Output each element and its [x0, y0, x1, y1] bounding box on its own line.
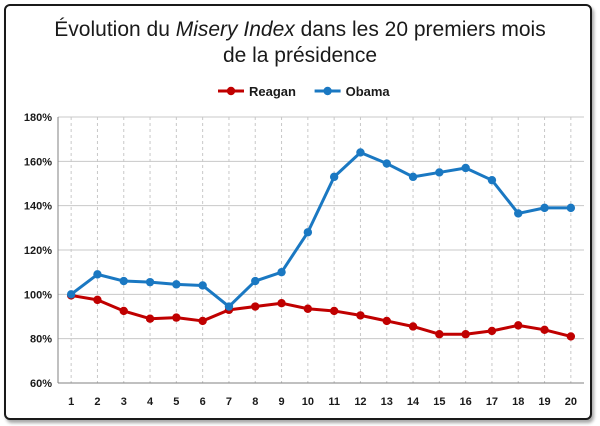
- data-point-obama: [93, 270, 102, 279]
- data-point-obama: [145, 277, 155, 287]
- series-reagan: [66, 291, 576, 341]
- legend-item-obama: Obama: [314, 84, 391, 99]
- chart-title-pre: Évolution du: [54, 18, 175, 41]
- data-point-obama: [540, 203, 549, 213]
- data-point-obama: [487, 175, 497, 185]
- x-tick-label: 2: [94, 396, 100, 408]
- y-tick-label: 160%: [24, 156, 52, 168]
- chart-frame: Évolution du Misery Index dans les 20 pr…: [4, 4, 592, 420]
- data-point-reagan: [566, 332, 576, 341]
- data-point-obama: [356, 148, 365, 157]
- legend-item-reagan: Reagan: [218, 84, 296, 99]
- data-point-obama: [514, 209, 523, 218]
- data-point-reagan: [435, 330, 444, 339]
- x-tick-label: 6: [200, 396, 206, 408]
- chart-title-line-1: Évolution du Misery Index dans les 20 pr…: [54, 18, 545, 41]
- x-tick-label: 12: [354, 396, 366, 408]
- x-tick-label: 17: [486, 396, 498, 408]
- x-tick-label: 18: [512, 396, 524, 408]
- x-tick-label: 8: [252, 396, 258, 408]
- data-point-obama: [303, 228, 313, 237]
- data-point-obama: [224, 302, 234, 311]
- x-tick-label: 10: [302, 396, 314, 408]
- data-point-reagan: [461, 330, 470, 339]
- data-point-reagan: [172, 313, 181, 322]
- data-point-obama: [382, 159, 391, 168]
- data-point-obama: [251, 276, 260, 286]
- y-tick-label: 100%: [24, 289, 52, 301]
- data-point-reagan: [119, 306, 128, 316]
- x-tick-label: 9: [278, 396, 284, 408]
- data-point-reagan: [329, 306, 339, 316]
- x-tick-label: 5: [173, 396, 179, 408]
- data-point-obama: [119, 276, 128, 286]
- chart-title-italic: Misery Index: [176, 18, 297, 41]
- y-tick-label: 140%: [24, 201, 52, 213]
- chart-title-line-2: de la présidence: [223, 44, 377, 67]
- axes: [57, 117, 584, 384]
- data-point-reagan: [303, 304, 313, 313]
- x-tick-label: 19: [538, 396, 550, 408]
- data-point-reagan: [145, 314, 155, 323]
- line-chart: Évolution du Misery Index dans les 20 pr…: [24, 18, 584, 408]
- data-point-obama: [277, 267, 286, 277]
- x-tick-label: 15: [433, 396, 445, 408]
- gridlines: [58, 116, 584, 384]
- series-layer: [66, 148, 576, 341]
- series-line-reagan: [70, 293, 572, 338]
- series-obama: [66, 148, 576, 311]
- x-tick-label: 14: [407, 396, 420, 408]
- data-point-obama: [461, 163, 470, 173]
- x-tick-label: 4: [147, 396, 154, 408]
- data-point-reagan: [198, 316, 207, 326]
- tick-labels: 60%80%100%120%140%160%180%1 2 3 4 5 6 7 8 9 10 11 1…: [24, 112, 577, 408]
- data-point-reagan: [251, 302, 260, 311]
- legend-swatch-marker-obama: [323, 86, 332, 96]
- data-point-obama: [329, 172, 339, 182]
- data-point-obama: [435, 168, 444, 177]
- data-point-obama: [408, 172, 418, 182]
- data-point-reagan: [356, 311, 365, 320]
- x-tick-label: 16: [460, 396, 472, 408]
- data-point-reagan: [540, 325, 549, 334]
- series-line-obama: [70, 150, 571, 309]
- chart-title-post: dans les 20 premiers mois: [295, 18, 546, 41]
- data-point-obama: [566, 203, 576, 213]
- data-point-obama: [198, 281, 207, 290]
- data-point-reagan: [93, 295, 102, 305]
- y-tick-label: 120%: [24, 245, 52, 257]
- data-point-reagan: [487, 326, 497, 336]
- legend: Reagan Obama: [218, 84, 390, 99]
- data-point-reagan: [277, 299, 286, 308]
- x-tick-label: 3: [121, 396, 127, 408]
- legend-swatch-marker-reagan: [226, 86, 236, 96]
- x-tick-label: 20: [565, 396, 577, 408]
- y-tick-label: 60%: [30, 378, 52, 390]
- x-tick-label: 11: [328, 396, 340, 408]
- data-point-reagan: [514, 321, 523, 330]
- legend-label-obama: Obama: [346, 84, 391, 99]
- x-tick-label: 1: [68, 396, 74, 408]
- data-point-obama: [66, 290, 76, 299]
- x-tick-label: 7: [226, 396, 232, 408]
- y-tick-label: 180%: [24, 112, 52, 124]
- data-point-reagan: [408, 322, 418, 331]
- x-tick-label: 13: [381, 396, 393, 408]
- data-point-reagan: [382, 316, 391, 326]
- data-point-obama: [172, 280, 181, 289]
- legend-label-reagan: Reagan: [249, 84, 296, 99]
- y-tick-label: 80%: [30, 334, 52, 346]
